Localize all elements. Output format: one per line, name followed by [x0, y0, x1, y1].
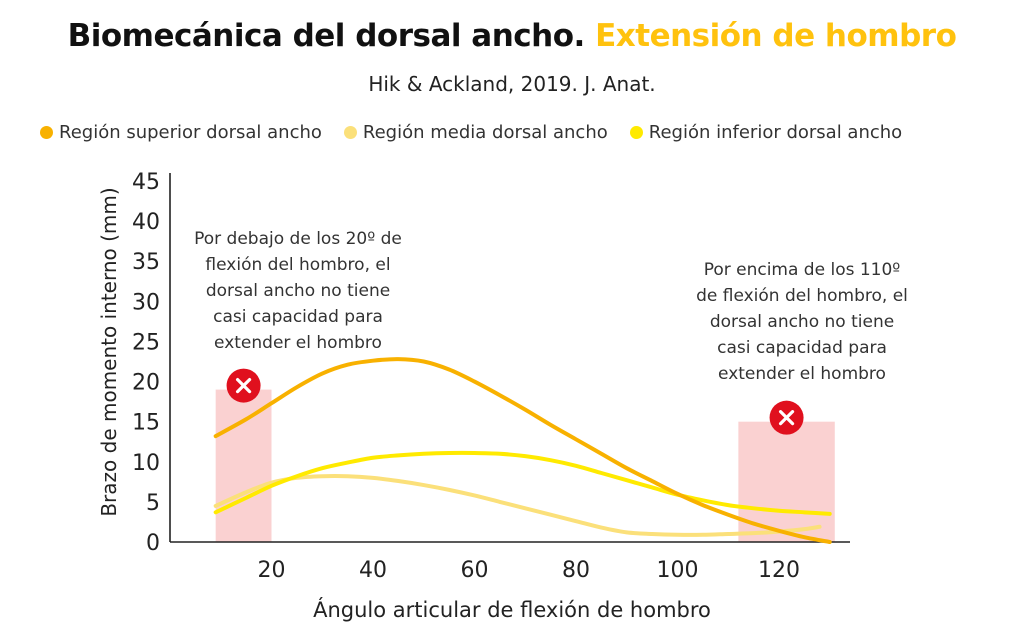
y-tick-labels: 0 5 10 15 20 25 30 35 40 45 [132, 170, 160, 556]
legend-label: Región inferior dorsal ancho [648, 121, 903, 143]
y-tick-label: 5 [146, 491, 160, 516]
chart-title-accent: Extensión de hombro [595, 18, 957, 54]
y-tick-label: 35 [132, 250, 160, 275]
y-tick-label: 40 [132, 210, 160, 235]
legend-label: Región media dorsal ancho [362, 121, 608, 143]
x-marker-cross [778, 410, 795, 426]
x-axis-label: Ángulo articular de flexión de hombro [313, 598, 711, 622]
y-axis-label: Brazo de momento interno (mm) [97, 187, 121, 516]
legend-swatch [629, 125, 643, 139]
x-markers [226, 368, 804, 435]
chart-title-main: Biomecánica del dorsal ancho. [67, 18, 586, 54]
axes [169, 173, 850, 543]
y-tick-label: 15 [132, 411, 160, 436]
legend-label: Región superior dorsal ancho [59, 121, 322, 143]
y-tick-label: 10 [132, 451, 160, 476]
series-line [213, 450, 832, 516]
x-marker-cross [235, 377, 252, 394]
legend-item: Región media dorsal ancho [343, 121, 608, 143]
chart-title: Biomecánica del dorsal ancho. Extensión … [0, 18, 1024, 54]
x-marker-icon [769, 400, 804, 435]
x-marker-icon [226, 368, 261, 403]
legend-item: Región inferior dorsal ancho [629, 121, 903, 143]
y-tick-label: 20 [132, 371, 160, 396]
series-line [213, 357, 832, 544]
shaded-region [215, 389, 272, 542]
x-tick-label: 40 [359, 558, 387, 583]
x-tick-label: 20 [257, 558, 285, 583]
y-tick-label: 25 [132, 330, 160, 355]
y-tick-label: 30 [132, 290, 160, 315]
note-left: Por debajo de los 20º de flexión del hom… [194, 229, 402, 353]
chart-subtitle: Hik & Ackland, 2019. J. Anat. [368, 72, 656, 96]
x-tick-label: 120 [758, 558, 800, 583]
y-tick-label: 0 [146, 531, 160, 556]
x-tick-labels: 20 40 60 80 100 120 [257, 558, 799, 583]
legend: Región superior dorsal ancho Región media… [40, 120, 924, 144]
y-tick-label: 45 [132, 170, 160, 195]
x-tick-label: 80 [562, 558, 590, 583]
note-right: Por encima de los 110º de flexión del ho… [696, 260, 908, 384]
x-tick-label: 100 [656, 558, 698, 583]
legend-swatch [343, 125, 357, 139]
x-tick-label: 60 [460, 558, 488, 583]
legend-item: Región superior dorsal ancho [40, 122, 322, 143]
series-line [213, 474, 822, 537]
legend-swatch [40, 125, 53, 139]
series-lines [213, 357, 832, 544]
